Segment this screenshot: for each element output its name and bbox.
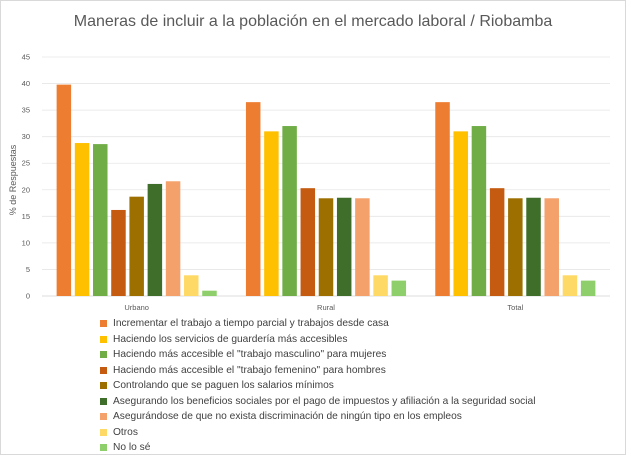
legend-label: Haciendo más accesible el "trabajo mascu…	[113, 349, 387, 361]
y-tick-label: 40	[22, 79, 30, 88]
legend-swatch	[100, 366, 107, 374]
legend-label: Haciendo más accesible el "trabajo femen…	[113, 364, 386, 376]
bar-urbano-series-9	[202, 290, 217, 296]
bar-total-series-1	[435, 102, 450, 296]
legend-item: Asegurándose de que no exista discrimina…	[100, 409, 535, 425]
bar-urbano-series-8	[184, 275, 199, 296]
legend-label: Incrementar el trabajo a tiempo parcial …	[113, 318, 389, 330]
bar-total-series-9	[580, 280, 596, 296]
bar-rural-series-5	[318, 198, 334, 296]
bar-rural-series-2	[264, 131, 279, 296]
bar-urbano-series-6	[147, 183, 163, 296]
legend-item: Controlando que se paguen los salarios m…	[100, 378, 535, 394]
bar-urbano-series-2	[74, 143, 90, 296]
bar-rural-series-3	[282, 126, 297, 296]
y-tick-label: 5	[26, 265, 30, 274]
legend-item: Otros	[100, 425, 535, 441]
legend-swatch	[100, 413, 107, 421]
bar-urbano-series-5	[129, 196, 144, 296]
y-tick-label: 30	[22, 132, 30, 141]
bar-rural-series-8	[373, 275, 388, 296]
legend: Incrementar el trabajo a tiempo parcial …	[100, 316, 535, 456]
legend-swatch	[100, 351, 107, 359]
legend-label: Asegurándose de que no exista discrimina…	[113, 411, 462, 423]
bar-rural-series-6	[336, 197, 352, 296]
legend-item: Haciendo más accesible el "trabajo mascu…	[100, 347, 535, 363]
legend-label: Otros	[113, 426, 138, 438]
bar-total-series-8	[562, 275, 578, 296]
legend-swatch	[100, 397, 107, 405]
y-tick-label: 10	[22, 238, 30, 247]
legend-label: Haciendo los servicios de guardería más …	[113, 333, 348, 345]
bar-layer	[56, 84, 596, 297]
y-tick-label: 25	[22, 159, 30, 168]
legend-swatch	[100, 320, 107, 328]
legend-item: Haciendo más accesible el "trabajo femen…	[100, 363, 535, 379]
bar-total-series-5	[508, 198, 523, 296]
legend-item: No lo sé	[100, 440, 535, 456]
category-layer: Urbano Rural Total	[124, 303, 523, 312]
bar-total-series-6	[526, 197, 541, 296]
legend-swatch	[100, 444, 107, 452]
tick-layer: 0 5 10 15 20 25 30 35 40 45	[22, 53, 30, 301]
y-tick-label: 20	[22, 185, 30, 194]
y-tick-label: 15	[22, 212, 30, 221]
bar-rural-series-7	[355, 198, 370, 296]
bar-rural-series-9	[391, 280, 407, 296]
legend-item: Asegurando los beneficios sociales por e…	[100, 394, 535, 410]
y-tick-label: 0	[26, 292, 30, 301]
legend-item: Haciendo los servicios de guardería más …	[100, 332, 535, 348]
bar-total-series-4	[489, 188, 505, 296]
bar-rural-series-1	[245, 102, 261, 296]
x-category-label: Total	[507, 303, 523, 312]
bar-total-series-2	[453, 131, 468, 296]
x-category-label: Rural	[317, 303, 335, 312]
legend-item: Incrementar el trabajo a tiempo parcial …	[100, 316, 535, 332]
bar-urbano-series-3	[93, 144, 108, 296]
bar-urbano-series-7	[165, 181, 181, 296]
chart-title: Maneras de incluir a la población en el …	[73, 13, 553, 30]
legend-label: Asegurando los beneficios sociales por e…	[113, 395, 536, 407]
bar-total-series-3	[471, 126, 487, 296]
bar-rural-series-4	[300, 188, 316, 296]
legend-swatch	[100, 335, 107, 343]
legend-swatch	[100, 382, 107, 390]
bar-total-series-7	[544, 198, 559, 296]
bar-urbano-series-1	[56, 84, 72, 297]
legend-swatch	[100, 428, 107, 436]
bar-urbano-series-4	[111, 209, 126, 296]
x-category-label: Urbano	[124, 303, 149, 312]
legend-label: Controlando que se paguen los salarios m…	[113, 380, 334, 392]
legend-label: No lo sé	[113, 442, 151, 454]
y-tick-label: 45	[22, 53, 30, 62]
y-tick-label: 35	[22, 106, 30, 115]
